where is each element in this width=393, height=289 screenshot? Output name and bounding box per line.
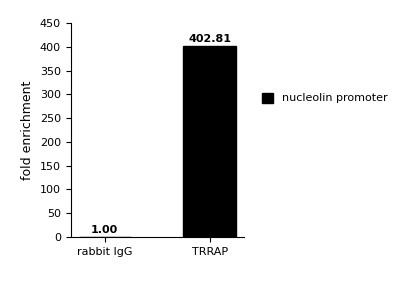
Text: 402.81: 402.81	[188, 34, 231, 44]
Text: 1.00: 1.00	[91, 225, 118, 235]
Bar	[79, 236, 131, 237]
Bar	[184, 46, 236, 237]
Legend: nucleolin promoter: nucleolin promoter	[258, 88, 392, 108]
Y-axis label: fold enrichment: fold enrichment	[21, 80, 34, 180]
